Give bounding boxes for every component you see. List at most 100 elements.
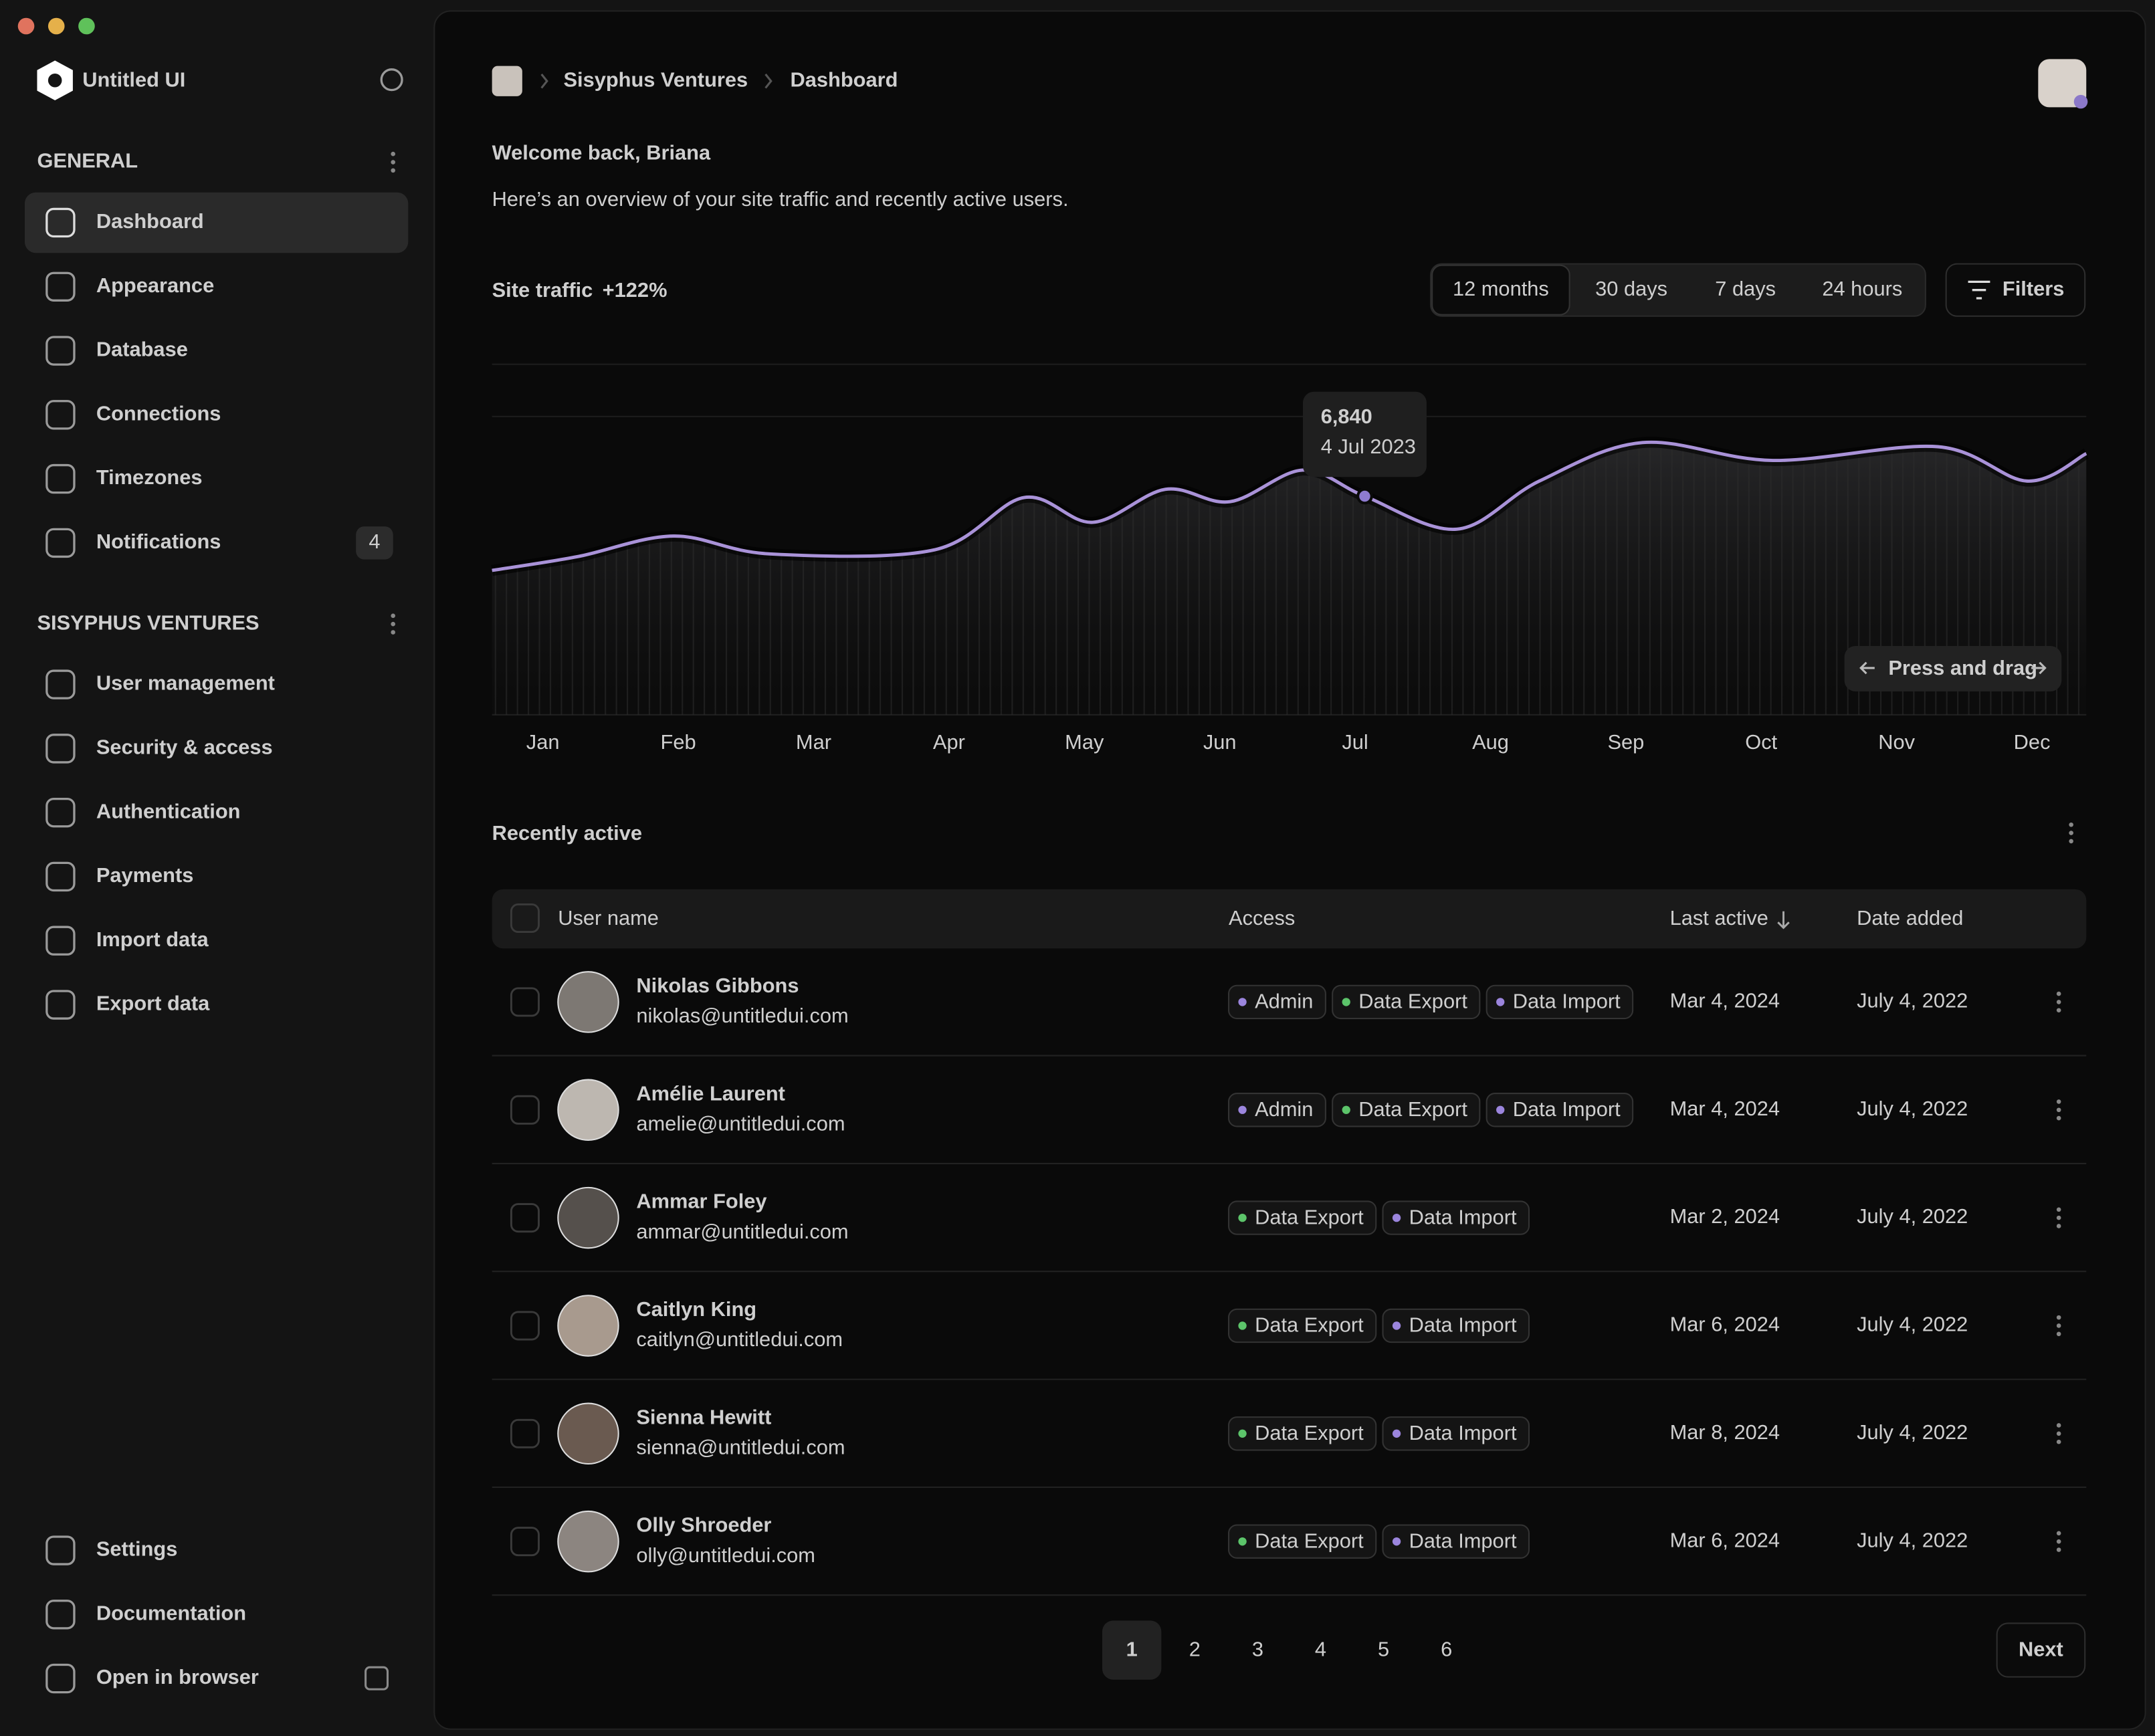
more-button[interactable] (391, 613, 395, 635)
range-option[interactable]: 12 months (1453, 277, 1549, 300)
badge-bg (1332, 984, 1481, 1020)
badge-bg (1228, 1093, 1326, 1127)
checkbox[interactable] (510, 1311, 540, 1341)
dot (2056, 1224, 2061, 1228)
more-button[interactable] (2056, 1315, 2061, 1337)
close-button[interactable] (17, 17, 35, 35)
user-avatar[interactable] (2038, 59, 2087, 108)
nav-item[interactable]: Payments (96, 863, 194, 887)
page-number[interactable]: 5 (1378, 1638, 1389, 1661)
badge-label: Data Export (1255, 1313, 1364, 1337)
range-option[interactable]: 7 days (1715, 277, 1776, 300)
dot (2056, 1099, 2061, 1104)
nav-item[interactable]: Import data (96, 928, 209, 951)
page-number[interactable]: 3 (1252, 1638, 1263, 1661)
more-button[interactable] (2056, 991, 2061, 1013)
checkbox[interactable] (510, 1527, 540, 1557)
access-badge: Data Import (1485, 984, 1634, 1020)
badge-label: Data Export (1255, 1421, 1364, 1444)
nav-item[interactable]: Settings (96, 1537, 178, 1561)
column-header: User name (558, 906, 659, 930)
checkbox[interactable] (510, 987, 540, 1017)
breadcrumb-item[interactable]: Dashboard (791, 68, 898, 91)
badge-bg (1228, 984, 1326, 1020)
nav-item[interactable]: Database (96, 338, 188, 361)
icon (45, 669, 76, 699)
nav-active-bg[interactable] (24, 192, 409, 253)
page-number[interactable]: 2 (1189, 1638, 1201, 1661)
nav-badge: 4 (369, 530, 380, 553)
dot (391, 168, 395, 173)
last-active: Mar 4, 2024 (1670, 989, 1780, 1012)
page-number[interactable]: 4 (1315, 1638, 1326, 1661)
badge-dot (1342, 998, 1350, 1006)
more-button[interactable] (2069, 822, 2073, 844)
dot (2056, 1315, 2061, 1320)
filters-button[interactable] (1945, 263, 2086, 317)
dot (2056, 1431, 2061, 1436)
checkbox[interactable] (510, 903, 540, 934)
brand-logo-inner (47, 73, 62, 88)
nav-item[interactable]: User management (96, 671, 275, 695)
next-button[interactable] (1996, 1622, 2086, 1678)
checkbox[interactable] (510, 1095, 540, 1125)
section-title: SISYPHUS VENTURES (37, 611, 259, 634)
user-email: amelie@untitledui.com (636, 1112, 845, 1135)
user-name: Ammar Foley (636, 1190, 766, 1213)
more-button[interactable] (2056, 1423, 2061, 1444)
date-added: July 4, 2022 (1857, 1420, 1968, 1444)
badge-label: Admin (1255, 990, 1313, 1013)
nav-item[interactable]: Connections (96, 401, 221, 425)
badge-bg (1228, 1200, 1377, 1235)
nav-item[interactable]: Open in browser (96, 1665, 259, 1689)
badge-bg (1228, 1416, 1377, 1451)
search-icon[interactable] (380, 68, 403, 92)
icon (45, 463, 76, 494)
breadcrumb-item[interactable]: Sisyphus Ventures (563, 68, 748, 91)
badge-dot (1392, 1537, 1401, 1546)
more-button[interactable] (2056, 1207, 2061, 1228)
range-option[interactable]: 30 days (1595, 277, 1667, 300)
nav-item[interactable]: Appearance (96, 274, 214, 297)
page-number[interactable]: 6 (1441, 1638, 1452, 1661)
nav-item[interactable]: Documentation (96, 1601, 246, 1624)
more-button[interactable] (2056, 1531, 2061, 1552)
minimize-button[interactable] (47, 17, 65, 35)
more-button[interactable] (391, 151, 395, 173)
range-option[interactable]: 24 hours (1822, 277, 1902, 300)
nav-item[interactable]: Dashboard (96, 209, 204, 233)
more-button[interactable] (2056, 1099, 2061, 1121)
filters-label: Filters (2003, 277, 2064, 300)
month-label: Jan (526, 730, 560, 754)
dot (391, 613, 395, 619)
badge-bg (1228, 1308, 1377, 1343)
badge-bg (1382, 1524, 1530, 1559)
access-badge: Data Export (1332, 984, 1481, 1020)
page-number[interactable]: 1 (1126, 1638, 1138, 1661)
badge-dot (1238, 998, 1247, 1006)
nav-item[interactable]: Security & access (96, 736, 273, 759)
dot (391, 630, 395, 635)
dot (2056, 1215, 2061, 1220)
column-header: Date added (1857, 906, 1963, 930)
nav-item[interactable]: Timezones (96, 465, 203, 489)
month-label: Nov (1878, 730, 1915, 754)
checkbox[interactable] (510, 1418, 540, 1448)
access-badge: Admin (1228, 1093, 1326, 1127)
dot (2056, 1331, 2061, 1337)
badge-dot (1496, 1105, 1505, 1114)
nav-item[interactable]: Notifications (96, 530, 221, 553)
checkbox[interactable] (510, 1203, 540, 1233)
month-label: Feb (661, 730, 696, 754)
last-active: Mar 2, 2024 (1670, 1204, 1780, 1228)
dot (391, 151, 395, 156)
month-label: Apr (933, 730, 965, 754)
maximize-button[interactable] (78, 17, 95, 35)
brand-name: Untitled UI (82, 68, 185, 91)
access-badge: Data Import (1382, 1200, 1530, 1235)
column-header[interactable]: Last active (1670, 906, 1768, 930)
page-active (1102, 1620, 1162, 1680)
nav-item[interactable]: Authentication (96, 799, 241, 823)
nav-item[interactable]: Export data (96, 992, 210, 1015)
